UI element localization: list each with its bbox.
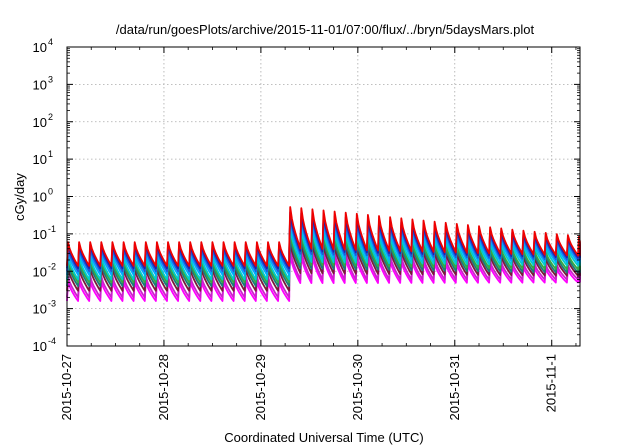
y-axis-label: cGy/day xyxy=(12,173,27,221)
series-line-9 xyxy=(66,206,581,267)
y-tick-exponent: -3 xyxy=(48,299,56,309)
y-tick-exponent: 1 xyxy=(48,149,53,159)
y-tick-base: 10 xyxy=(33,227,47,242)
y-tick-label: 10 xyxy=(33,264,47,279)
y-tick-label: 10 xyxy=(33,40,47,55)
y-tick-exponent: 4 xyxy=(48,37,53,47)
y-tick-label: 10 xyxy=(33,302,47,317)
x-tick-labels: 2015-10-27 2015-10-28 2015-10-29 2015-10-30… xyxy=(59,354,559,421)
series-line-5 xyxy=(66,227,581,281)
y-tick-base: 10 xyxy=(33,190,47,205)
x-tick-label: 2015-10-27 xyxy=(59,354,74,421)
series-layer xyxy=(66,206,581,302)
series-line-8 xyxy=(66,211,581,270)
x-tick-label: 2015-11-1 xyxy=(544,354,559,412)
y-tick-label: 10 xyxy=(33,190,47,205)
y-tick-exponent: 3 xyxy=(48,74,53,84)
axis-ticks xyxy=(66,46,580,347)
y-tick-exponent: -1 xyxy=(48,224,56,234)
y-tick-base: 10 xyxy=(33,77,47,92)
y-tick-label: 10 xyxy=(33,77,47,92)
y-tick-label: 10 xyxy=(33,227,47,242)
y-tick-exponent: 2 xyxy=(48,112,53,122)
y-tick-base: 10 xyxy=(33,40,47,55)
y-tick-label: 10 xyxy=(33,152,47,167)
x-axis-label: Coordinated Universal Time (UTC) xyxy=(224,430,423,445)
y-tick-base: 10 xyxy=(33,264,47,279)
y-tick-label: 10 xyxy=(33,115,47,130)
y-tick-base: 10 xyxy=(33,152,47,167)
y-tick-exponent: 0 xyxy=(48,187,53,197)
series-line-4 xyxy=(66,232,581,284)
y-tick-label: 10 xyxy=(33,339,47,354)
series-line-2 xyxy=(66,241,581,292)
y-tick-exponent: -2 xyxy=(48,261,56,271)
x-tick-label: 2015-10-30 xyxy=(350,354,365,421)
series-line-6 xyxy=(66,220,581,276)
series-line-0 xyxy=(66,254,581,302)
series-line-3 xyxy=(66,236,581,287)
y-tick-exponent: -4 xyxy=(48,336,56,346)
y-tick-base: 10 xyxy=(33,339,47,354)
x-tick-label: 2015-10-29 xyxy=(253,354,268,421)
y-tick-base: 10 xyxy=(33,115,47,130)
x-tick-label: 2015-10-28 xyxy=(156,354,171,421)
x-tick-label: 2015-10-31 xyxy=(447,354,462,421)
y-tick-base: 10 xyxy=(33,302,47,317)
series-line-7 xyxy=(66,214,581,273)
chart-title: /data/run/goesPlots/archive/2015-11-01/0… xyxy=(116,22,535,37)
